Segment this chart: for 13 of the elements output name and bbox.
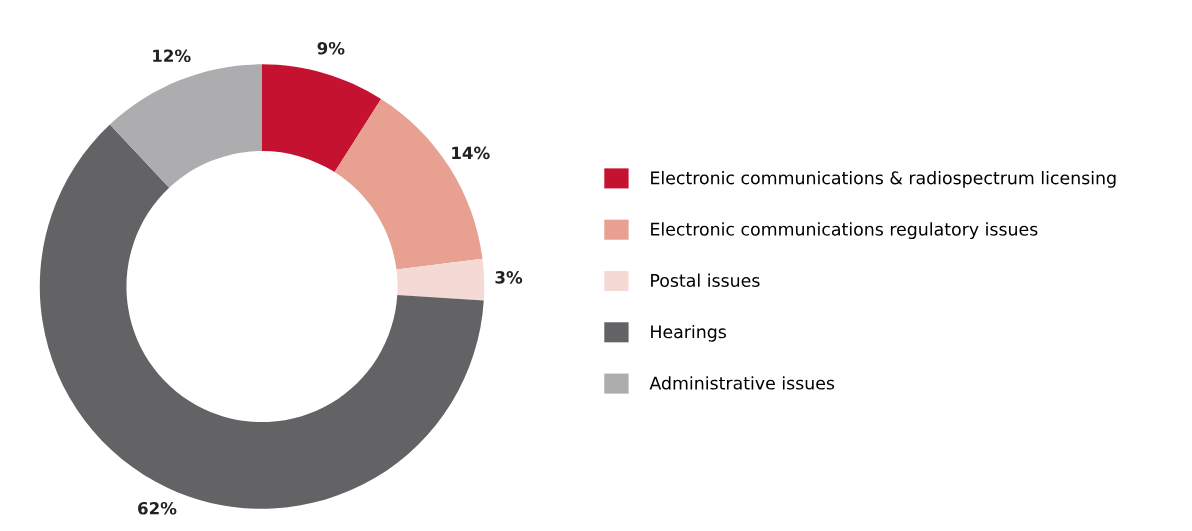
- data-label: 14%: [452, 146, 490, 160]
- legend-label: Postal issues: [651, 273, 760, 288]
- data-label: 62%: [138, 501, 177, 515]
- donut-slice: [396, 258, 485, 301]
- donut-slice: [109, 64, 262, 188]
- donut-slice: [262, 64, 382, 173]
- legend-label: Hearings: [651, 324, 726, 342]
- data-label: 9%: [317, 41, 345, 55]
- legend-label: Administrative issues: [649, 376, 835, 390]
- legend-label: Electronic communications & radiospectrum licensing: [651, 170, 1116, 188]
- legend-label: Electronic communications regulatory issues: [651, 222, 1038, 240]
- data-label: 3%: [495, 271, 523, 284]
- data-label: 12%: [153, 49, 191, 63]
